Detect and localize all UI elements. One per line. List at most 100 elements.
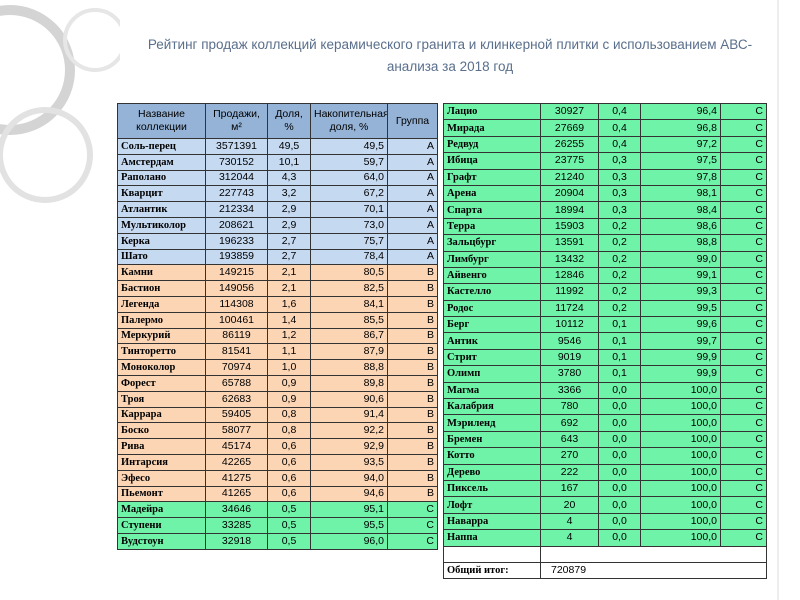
cumulative-share: 99,7 [640, 332, 721, 350]
sales: 41265 [205, 485, 268, 503]
group: C [387, 517, 438, 534]
side-line [777, 0, 779, 600]
share: 0,9 [267, 374, 311, 392]
collection-name: Лимбург [443, 250, 541, 268]
cumulative-share: 97,2 [640, 135, 721, 154]
sales: 222 [540, 463, 599, 481]
row: Бремен 643 0,0 100,0 C [443, 430, 767, 449]
row: Дерево 222 0,0 100,0 C [443, 463, 767, 481]
sales: 81541 [205, 343, 268, 361]
group: A [387, 216, 438, 234]
row: Пьемонт 41265 0,6 94,6 B [117, 485, 438, 503]
collection-name: Рива [117, 438, 206, 455]
group: C [720, 316, 767, 334]
collection-name: Ступени [117, 517, 206, 534]
cumulative-share: 96,0 [310, 532, 388, 550]
share: 0,0 [598, 512, 641, 531]
collection-name: Амстердам [117, 153, 206, 171]
title-line: анализа за 2018 год [386, 59, 514, 74]
group: C [720, 152, 767, 170]
row: Соль-перец 3571391 49,5 49,5 A [117, 138, 438, 155]
title-line: Рейтинг продаж коллекций керамического г… [147, 37, 753, 52]
group: B [387, 264, 438, 282]
row: Котто 270 0,0 100,0 C [443, 447, 767, 465]
cumulative-share: 59,7 [310, 153, 388, 171]
cumulative-share: 95,1 [310, 501, 388, 519]
sales: 58077 [205, 422, 268, 440]
cumulative-share: 70,1 [310, 201, 388, 218]
row: Мэриленд 692 0,0 100,0 C [443, 414, 767, 432]
sales: 15903 [540, 217, 599, 236]
collection-name: Меркурий [117, 327, 206, 345]
share: 0,8 [267, 406, 311, 424]
row: Атлантик 212334 2,9 70,1 A [117, 201, 438, 218]
share: 0,1 [598, 332, 641, 350]
ring [63, 8, 120, 72]
group: A [387, 232, 438, 250]
sales: 20 [540, 496, 599, 514]
cumulative-share: 92,2 [310, 422, 388, 440]
collection-name: Графт [443, 168, 541, 186]
total-label: Общий итог: [443, 561, 541, 580]
cumulative-share: 99,9 [640, 348, 721, 367]
share: 0,0 [598, 430, 641, 449]
cumulative-share: 97,5 [640, 152, 721, 170]
collection-name: Вудстоун [117, 532, 206, 550]
collection-name: Мирада [443, 119, 541, 137]
row: Терра 15903 0,2 98,6 C [443, 217, 767, 236]
row: Айвенго 12846 0,2 99,1 C [443, 266, 767, 285]
share: 0,6 [267, 453, 311, 471]
share: 0,8 [267, 422, 311, 440]
collection-name: Арена [443, 184, 541, 203]
share: 0,6 [267, 438, 311, 455]
cumulative-share: 90,6 [310, 390, 388, 408]
sales: 18994 [540, 201, 599, 219]
cumulative-share: 87,9 [310, 343, 388, 361]
group: C [720, 299, 767, 318]
sales: 193859 [205, 248, 268, 266]
row: Олимп 3780 0,1 99,9 C [443, 365, 767, 383]
group: C [720, 266, 767, 285]
cumulative-share: 97,8 [640, 168, 721, 186]
share: 0,2 [598, 283, 641, 301]
cumulative-share: 100,0 [640, 398, 721, 416]
cumulative-share: 73,0 [310, 216, 388, 234]
cumulative-share: 80,5 [310, 264, 388, 282]
group: C [720, 102, 767, 121]
row: Меркурий 86119 1,2 86,7 B [117, 327, 438, 345]
row: Мирада 27669 0,4 96,8 C [443, 119, 767, 137]
sales: 20904 [540, 184, 599, 203]
sales: 3571391 [205, 138, 268, 155]
cumulative-share: 78,4 [310, 248, 388, 266]
collection-name: Палермо [117, 311, 206, 329]
share: 0,2 [598, 234, 641, 252]
group: C [720, 250, 767, 268]
group: B [387, 469, 438, 487]
collection-name: Айвенго [443, 266, 541, 285]
share: 0,5 [267, 532, 311, 550]
sales: 227743 [205, 185, 268, 203]
share: 0,4 [598, 102, 641, 121]
cumulative-share: 99,0 [640, 250, 721, 268]
group: C [720, 283, 767, 301]
sales: 65788 [205, 374, 268, 392]
share: 1,2 [267, 327, 311, 345]
share: 0,0 [598, 463, 641, 481]
group: C [720, 332, 767, 350]
collection-name: Зальцбург [443, 234, 541, 252]
cumulative-share: 96,8 [640, 119, 721, 137]
row: Магма 3366 0,0 100,0 C [443, 381, 767, 400]
cumulative-share: 82,5 [310, 280, 388, 297]
cumulative-share: 98,4 [640, 201, 721, 219]
sales: 270 [540, 447, 599, 465]
collection-name: Магма [443, 381, 541, 400]
share: 0,6 [267, 469, 311, 487]
row: Лофт 20 0,0 100,0 C [443, 496, 767, 514]
row: Мультиколор 208621 2,9 73,0 A [117, 216, 438, 234]
cumulative-share: 100,0 [640, 414, 721, 432]
sales: 27669 [540, 119, 599, 137]
header-cell: Доля, % [267, 103, 311, 139]
sales: 212334 [205, 201, 268, 218]
collection-name: Атлантик [117, 201, 206, 218]
sales: 149056 [205, 280, 268, 297]
